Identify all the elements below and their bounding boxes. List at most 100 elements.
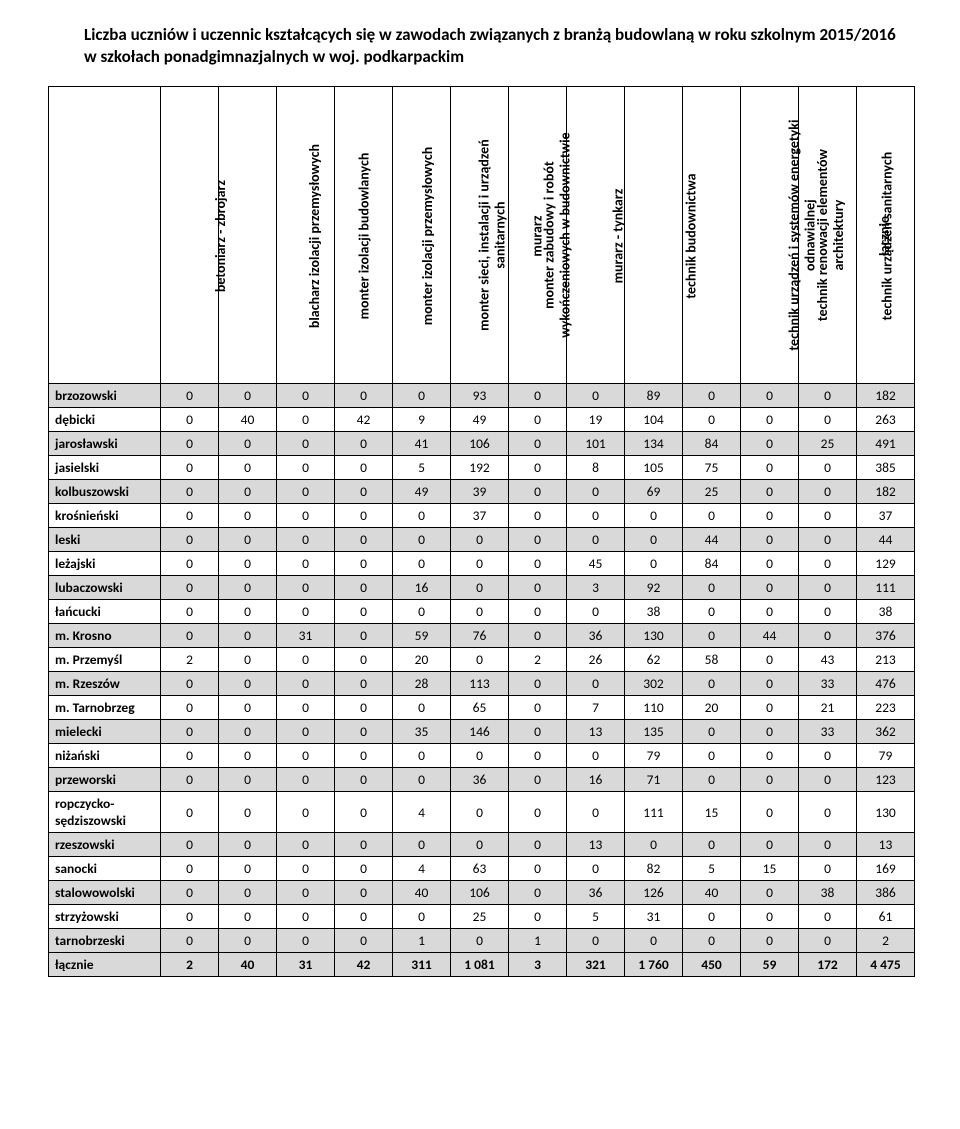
cell: 0 bbox=[741, 384, 799, 408]
table-row: niżański000000007900079 bbox=[49, 744, 915, 768]
cell: 0 bbox=[509, 576, 567, 600]
table-row: łącznie24031423111 08133211 760450591724… bbox=[49, 953, 915, 977]
cell: 19 bbox=[567, 408, 625, 432]
cell: 0 bbox=[161, 504, 219, 528]
cell: 0 bbox=[393, 744, 451, 768]
cell: 0 bbox=[741, 480, 799, 504]
table-row: leżajski00000004508400129 bbox=[49, 552, 915, 576]
row-label: m. Tarnobrzeg bbox=[49, 696, 161, 720]
cell: 38 bbox=[857, 600, 915, 624]
cell: 0 bbox=[683, 833, 741, 857]
cell: 0 bbox=[335, 576, 393, 600]
cell: 0 bbox=[277, 881, 335, 905]
cell: 0 bbox=[451, 528, 509, 552]
data-table: betoniarz - zbrojarzblacharz izolacji pr… bbox=[48, 86, 915, 977]
row-label: niżański bbox=[49, 744, 161, 768]
cell: 49 bbox=[451, 408, 509, 432]
cell: 0 bbox=[277, 408, 335, 432]
cell: 31 bbox=[277, 624, 335, 648]
cell: 0 bbox=[161, 384, 219, 408]
cell: 0 bbox=[393, 600, 451, 624]
cell: 0 bbox=[219, 552, 277, 576]
cell: 0 bbox=[219, 881, 277, 905]
cell: 36 bbox=[567, 624, 625, 648]
column-header: monter zabudowy i robótwykończeniowych w… bbox=[451, 87, 509, 384]
cell: 0 bbox=[219, 648, 277, 672]
cell: 104 bbox=[625, 408, 683, 432]
cell: 123 bbox=[857, 768, 915, 792]
cell: 4 bbox=[393, 857, 451, 881]
cell: 13 bbox=[567, 720, 625, 744]
cell: 0 bbox=[799, 792, 857, 833]
cell: 0 bbox=[393, 504, 451, 528]
cell: 0 bbox=[451, 833, 509, 857]
cell: 0 bbox=[509, 432, 567, 456]
cell: 0 bbox=[161, 624, 219, 648]
cell: 7 bbox=[567, 696, 625, 720]
cell: 0 bbox=[219, 576, 277, 600]
cell: 0 bbox=[509, 857, 567, 881]
cell: 0 bbox=[219, 504, 277, 528]
cell: 0 bbox=[219, 528, 277, 552]
cell: 0 bbox=[625, 833, 683, 857]
cell: 0 bbox=[799, 480, 857, 504]
cell: 0 bbox=[509, 696, 567, 720]
cell: 0 bbox=[741, 456, 799, 480]
cell: 0 bbox=[277, 720, 335, 744]
row-label: rzeszowski bbox=[49, 833, 161, 857]
cell: 110 bbox=[625, 696, 683, 720]
cell: 0 bbox=[509, 504, 567, 528]
cell: 0 bbox=[335, 744, 393, 768]
cell: 40 bbox=[393, 881, 451, 905]
cell: 0 bbox=[451, 648, 509, 672]
cell: 0 bbox=[741, 744, 799, 768]
cell: 0 bbox=[161, 929, 219, 953]
column-header: monter sieci, instalacji i urządzeńsanit… bbox=[393, 87, 451, 384]
cell: 0 bbox=[335, 600, 393, 624]
cell: 40 bbox=[219, 953, 277, 977]
cell: 33 bbox=[799, 720, 857, 744]
cell: 36 bbox=[567, 881, 625, 905]
cell: 49 bbox=[393, 480, 451, 504]
cell: 0 bbox=[683, 929, 741, 953]
cell: 76 bbox=[451, 624, 509, 648]
row-label: jasielski bbox=[49, 456, 161, 480]
cell: 93 bbox=[451, 384, 509, 408]
cell: 44 bbox=[741, 624, 799, 648]
cell: 0 bbox=[509, 720, 567, 744]
cell: 0 bbox=[741, 905, 799, 929]
cell: 0 bbox=[277, 456, 335, 480]
row-label: lubaczowski bbox=[49, 576, 161, 600]
cell: 172 bbox=[799, 953, 857, 977]
cell: 0 bbox=[741, 881, 799, 905]
cell: 0 bbox=[219, 600, 277, 624]
cell: 0 bbox=[799, 456, 857, 480]
cell: 0 bbox=[277, 768, 335, 792]
row-label: sanocki bbox=[49, 857, 161, 881]
cell: 0 bbox=[741, 432, 799, 456]
cell: 0 bbox=[567, 744, 625, 768]
cell: 0 bbox=[161, 480, 219, 504]
cell: 0 bbox=[161, 905, 219, 929]
cell: 0 bbox=[393, 696, 451, 720]
cell: 4 bbox=[393, 792, 451, 833]
table-row: mielecki0000351460131350033362 bbox=[49, 720, 915, 744]
cell: 130 bbox=[857, 792, 915, 833]
cell: 0 bbox=[741, 552, 799, 576]
cell: 13 bbox=[567, 833, 625, 857]
cell: 42 bbox=[335, 408, 393, 432]
table-row: jasielski00005192081057500385 bbox=[49, 456, 915, 480]
cell: 0 bbox=[277, 696, 335, 720]
cell: 129 bbox=[857, 552, 915, 576]
cell: 0 bbox=[219, 672, 277, 696]
row-label: brzozowski bbox=[49, 384, 161, 408]
cell: 192 bbox=[451, 456, 509, 480]
cell: 58 bbox=[683, 648, 741, 672]
column-header: łącznie bbox=[857, 87, 915, 384]
cell: 61 bbox=[857, 905, 915, 929]
cell: 0 bbox=[625, 504, 683, 528]
cell: 8 bbox=[567, 456, 625, 480]
cell: 0 bbox=[509, 768, 567, 792]
cell: 0 bbox=[799, 576, 857, 600]
cell: 0 bbox=[625, 528, 683, 552]
